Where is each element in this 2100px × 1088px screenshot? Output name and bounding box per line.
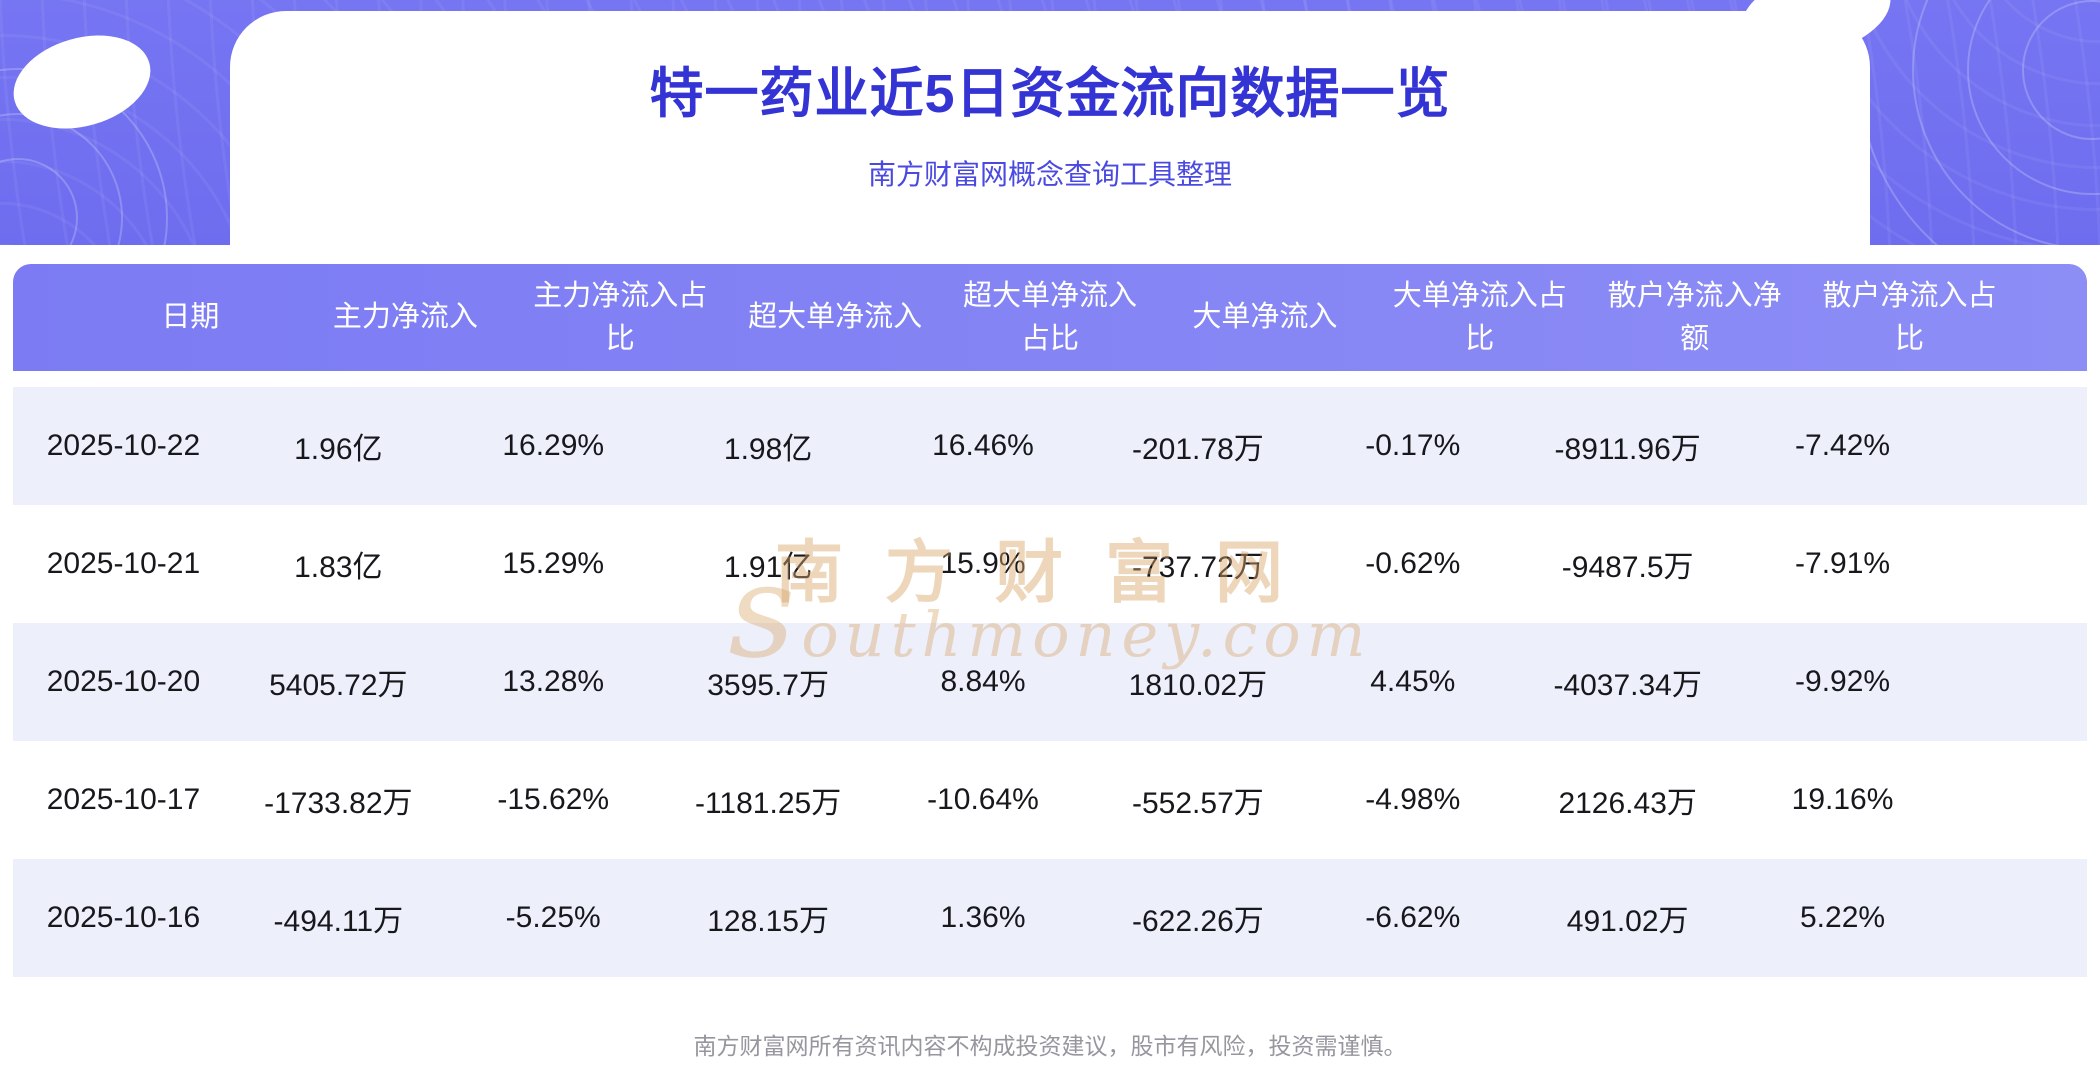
value-cell: 1810.02万 (1128, 669, 1268, 702)
date-cell: 2025-10-20 (46, 665, 201, 698)
value-cell: 13.28% (502, 665, 605, 698)
value-cell: -9.92% (1795, 665, 1891, 698)
table-row: 2025-10-22 1.96亿 16.29% 1.98亿 16.46% -201.78万… (13, 387, 2087, 505)
date-cell: 2025-10-21 (46, 547, 201, 580)
value-cell: -6.62% (1365, 901, 1461, 934)
value-cell: -5.25% (505, 901, 601, 934)
value-cell: 128.15万 (707, 905, 829, 938)
footer-disclaimer: 南方财富网所有资讯内容不构成投资建议，股市有风险，投资需谨慎。 (693, 1033, 1407, 1059)
column-header: 超大单净流入 (748, 301, 923, 334)
value-cell: -15.62% (497, 783, 610, 816)
column-header: 大单净流入占 比 (1392, 280, 1567, 355)
column-header: 超大单净流入 占比 (962, 280, 1137, 355)
value-cell: -1181.25万 (694, 787, 842, 820)
value-cell: 5.22% (1800, 901, 1886, 934)
value-cell: -4.98% (1365, 783, 1461, 816)
value-cell: 8.84% (940, 665, 1026, 698)
page-title: 特一药业近5日资金流向数据一览 (649, 64, 1451, 124)
value-cell: -737.72万 (1132, 551, 1264, 584)
value-cell: 1.98亿 (723, 433, 813, 466)
column-header: 散户净流入净 额 (1607, 280, 1782, 355)
table-row: 2025-10-17 -1733.82万 -15.62% -1181.25万 -10.6… (13, 741, 2087, 859)
value-cell: 4.45% (1370, 665, 1456, 698)
column-header: 主力净流入占 比 (533, 280, 708, 355)
value-cell: 19.16% (1791, 783, 1894, 816)
table-header-row: 日期 主力净流入 主力净流入占 比 超大单净流入 超大单净流入 占比 大单净流入 大单净流入… (13, 264, 2087, 371)
value-cell: 1.96亿 (294, 433, 383, 466)
value-cell: 15.29% (502, 547, 605, 580)
value-cell: -4037.34万 (1553, 669, 1702, 702)
column-header: 散户净流入占 比 (1822, 280, 1997, 355)
value-cell: -494.11万 (273, 905, 404, 938)
value-cell: 3595.7万 (707, 669, 829, 702)
table-row: 2025-10-21 1.83亿 15.29% 1.91亿 15.9% -737.72万 -… (13, 505, 2087, 623)
value-cell: 491.02万 (1566, 905, 1689, 938)
table-body: 2025-10-22 1.96亿 16.29% 1.98亿 16.46% -201.78万… (13, 387, 2087, 977)
value-cell: -201.78万 (1132, 433, 1264, 466)
value-cell: -7.91% (1795, 547, 1891, 580)
date-cell: 2025-10-17 (46, 783, 201, 816)
table-row: 2025-10-20 5405.72万 13.28% 3595.7万 8.84% 1810… (13, 623, 2087, 741)
value-cell: -0.62% (1365, 547, 1461, 580)
fund-flow-table: 日期 主力净流入 主力净流入占 比 超大单净流入 超大单净流入 占比 大单净流入 大单净流入… (13, 264, 2087, 977)
value-cell: 16.29% (502, 429, 605, 462)
date-cell: 2025-10-22 (46, 429, 201, 462)
value-cell: -9487.5万 (1561, 551, 1694, 584)
column-header: 主力净流入 (332, 301, 478, 334)
value-cell: -1733.82万 (264, 787, 413, 820)
value-cell: 1.36% (940, 901, 1026, 934)
value-cell: 1.91亿 (723, 551, 813, 584)
page-subtitle: 南方财富网概念查询工具整理 (867, 159, 1232, 191)
value-cell: -8911.96万 (1554, 433, 1701, 466)
title-card: 特一药业近5日资金流向数据一览 南方财富网概念查询工具整理 (230, 11, 1870, 245)
value-cell: -10.64% (927, 783, 1039, 816)
value-cell: 5405.72万 (269, 669, 408, 702)
ring-decoration-right (1857, 0, 2100, 245)
column-header: 日期 (161, 301, 220, 334)
value-cell: 15.9% (940, 547, 1026, 580)
value-cell: -7.42% (1795, 429, 1891, 462)
content-area: 日期 主力净流入 主力净流入占 比 超大单净流入 超大单净流入 占比 大单净流入 大单净流入… (0, 245, 2100, 1088)
value-cell: -0.17% (1365, 429, 1461, 462)
value-cell: 16.46% (932, 429, 1034, 462)
hero-banner: 特一药业近5日资金流向数据一览 南方财富网概念查询工具整理 (0, 0, 2100, 245)
date-cell: 2025-10-16 (46, 901, 201, 934)
value-cell: -622.26万 (1132, 905, 1264, 938)
value-cell: 1.83亿 (294, 551, 383, 584)
column-header: 大单净流入 (1192, 301, 1338, 334)
value-cell: -552.57万 (1132, 787, 1264, 820)
value-cell: 2126.43万 (1558, 787, 1697, 820)
table-row: 2025-10-16 -494.11万 -5.25% 128.15万 1.36% -622… (13, 859, 2087, 977)
